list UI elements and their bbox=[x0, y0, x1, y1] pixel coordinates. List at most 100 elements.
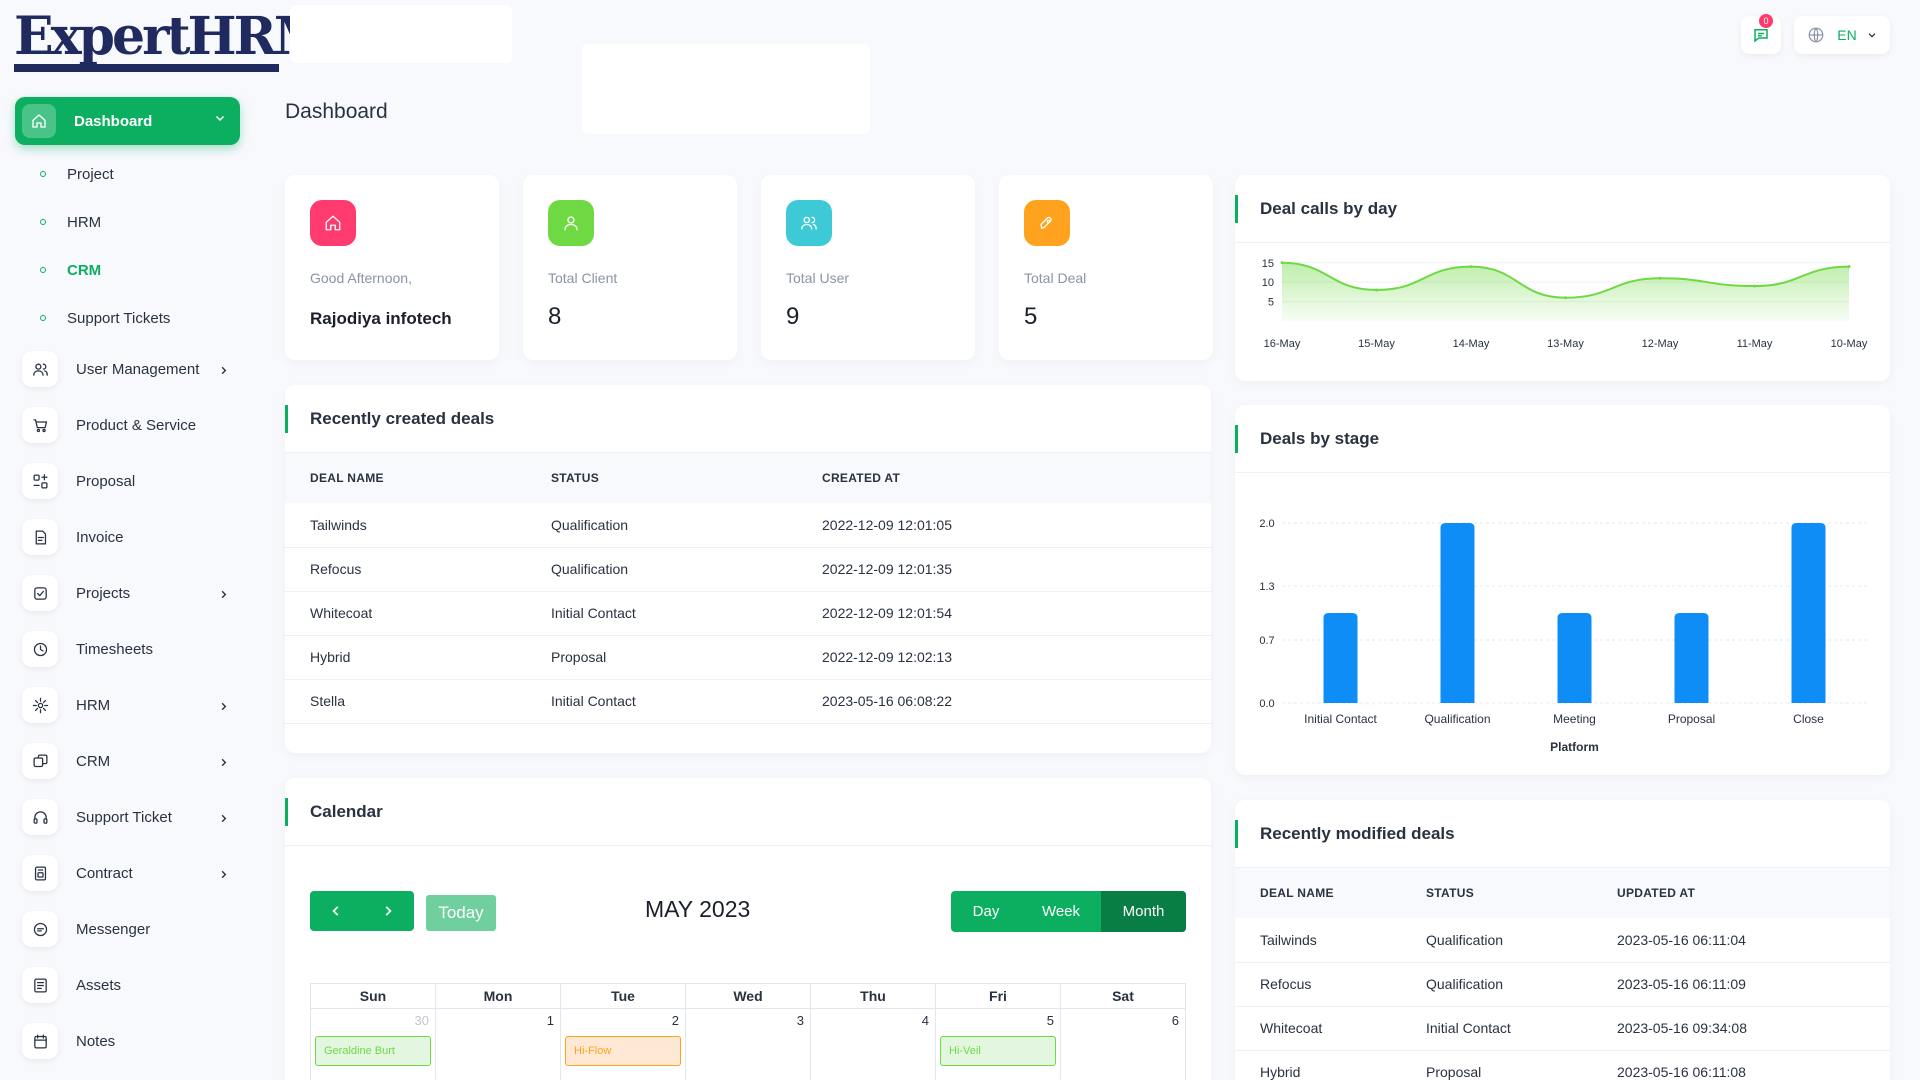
sidebar-subitem-label: CRM bbox=[67, 261, 102, 279]
next-month-button[interactable] bbox=[362, 891, 414, 931]
calendar-event[interactable]: Hi-Flow bbox=[565, 1036, 681, 1066]
data-point[interactable] bbox=[1753, 284, 1756, 288]
notification-badge: 0 bbox=[1759, 14, 1773, 28]
y-tick-label: 15 bbox=[1262, 258, 1274, 270]
bar[interactable] bbox=[1440, 523, 1475, 703]
table-row[interactable]: Refocus Qualification 2023-05-16 06:11:09 bbox=[1235, 962, 1890, 1007]
calendar-event[interactable]: Hi-Veil bbox=[940, 1036, 1056, 1066]
chat-icon bbox=[22, 911, 58, 947]
data-point[interactable] bbox=[1280, 261, 1284, 265]
day-number: 1 bbox=[546, 1013, 554, 1028]
stat-card: Good Afternoon, Rajodiya infotech bbox=[285, 175, 499, 360]
sidebar-subitem-support-tickets[interactable]: Support Tickets bbox=[40, 307, 170, 329]
data-point[interactable] bbox=[1469, 265, 1473, 269]
sidebar-item-projects[interactable]: Projects bbox=[22, 573, 237, 613]
language-selector[interactable]: EN bbox=[1794, 16, 1890, 54]
data-point[interactable] bbox=[1658, 276, 1662, 280]
weekday-header: Tue bbox=[560, 983, 686, 1009]
users-icon bbox=[786, 200, 832, 246]
hrm-icon bbox=[22, 687, 58, 723]
sidebar-item-support-ticket[interactable]: Support Ticket bbox=[22, 797, 237, 837]
bar[interactable] bbox=[1674, 613, 1709, 703]
sidebar-item-assets[interactable]: Assets bbox=[22, 965, 237, 1005]
data-point[interactable] bbox=[1847, 265, 1851, 269]
calendar-day[interactable]: 1 bbox=[435, 1008, 561, 1080]
sidebar-item-label: Projects bbox=[76, 584, 131, 602]
stat-card: Total Deal 5 bbox=[999, 175, 1213, 360]
today-button[interactable]: Today bbox=[426, 895, 496, 931]
calendar-day[interactable]: 6 bbox=[1060, 1008, 1186, 1080]
sidebar-item-messenger[interactable]: Messenger bbox=[22, 909, 237, 949]
sidebar-item-user-management[interactable]: User Management bbox=[22, 349, 237, 389]
sidebar-item-label: CRM bbox=[76, 752, 111, 770]
table-row[interactable]: Hybrid Proposal 2022-12-09 12:02:13 bbox=[285, 635, 1211, 680]
x-tick-label: 13-May bbox=[1547, 338, 1584, 350]
table-row[interactable]: Whitecoat Initial Contact 2022-12-09 12:01… bbox=[285, 591, 1211, 636]
sidebar-subitem-label: Support Tickets bbox=[67, 309, 171, 327]
table-row[interactable]: Stella Initial Contact 2023-05-16 06:08:22 bbox=[285, 679, 1211, 724]
view-day-button[interactable]: Day bbox=[972, 903, 1000, 920]
day-number: 4 bbox=[921, 1013, 929, 1028]
sidebar-subitem-crm[interactable]: CRM bbox=[40, 259, 101, 281]
day-number: 3 bbox=[796, 1013, 804, 1028]
sidebar-item-timesheets[interactable]: Timesheets bbox=[22, 629, 237, 669]
bar[interactable] bbox=[1557, 613, 1592, 703]
invoice-icon bbox=[22, 519, 58, 555]
calendar-view-switch: Day Week Month bbox=[951, 891, 1186, 932]
table-cell: 2022-12-09 12:01:54 bbox=[797, 591, 1211, 636]
sidebar-subitem-project[interactable]: Project bbox=[40, 163, 114, 185]
stat-label: Total Deal bbox=[1024, 270, 1087, 286]
table-cell: Qualification bbox=[526, 547, 797, 592]
stat-label: Good Afternoon, bbox=[310, 270, 412, 286]
sidebar-item-dashboard[interactable]: Dashboard bbox=[15, 97, 240, 145]
bar[interactable] bbox=[1791, 523, 1826, 703]
weekday-header: Fri bbox=[935, 983, 1061, 1009]
sidebar-item-label: Assets bbox=[76, 976, 122, 994]
sidebar-item-label: HRM bbox=[76, 696, 111, 714]
data-point[interactable] bbox=[1564, 296, 1567, 300]
sidebar-item-hrm[interactable]: HRM bbox=[22, 685, 237, 725]
table-cell: Qualification bbox=[526, 503, 797, 548]
table-cell: Hybrid bbox=[1235, 1050, 1401, 1080]
sidebar-item-invoice[interactable]: Invoice bbox=[22, 517, 237, 557]
table-cell: Qualification bbox=[1401, 962, 1592, 1007]
sidebar-item-product-service[interactable]: Product & Service bbox=[22, 405, 237, 445]
brand-logo[interactable]: ExpertHRM bbox=[14, 6, 331, 72]
table-cell: Initial Contact bbox=[526, 591, 797, 636]
calendar-day[interactable]: 3 bbox=[685, 1008, 811, 1080]
calendar-day[interactable]: 30 Geraldine Burt bbox=[310, 1008, 436, 1080]
sidebar-item-notes[interactable]: Notes bbox=[22, 1021, 237, 1061]
data-point[interactable] bbox=[1375, 288, 1378, 292]
table-cell: Whitecoat bbox=[1235, 1006, 1401, 1051]
bullet-icon bbox=[40, 315, 46, 321]
x-tick-label: Initial Contact bbox=[1304, 712, 1377, 726]
sidebar-item-crm[interactable]: CRM bbox=[22, 741, 237, 781]
weekday-header: Thu bbox=[810, 983, 936, 1009]
calendar-day[interactable]: 5 Hi-Veil bbox=[935, 1008, 1061, 1080]
day-number: 2 bbox=[671, 1013, 679, 1028]
table-row[interactable]: Tailwinds Qualification 2022-12-09 12:01:0… bbox=[285, 503, 1211, 548]
sidebar-subitem-hrm[interactable]: HRM bbox=[40, 211, 101, 233]
table-row[interactable]: Hybrid Proposal 2023-05-16 06:11:08 bbox=[1235, 1050, 1890, 1080]
y-tick-label: 5 bbox=[1268, 297, 1274, 309]
calendar-event[interactable]: Geraldine Burt bbox=[315, 1036, 431, 1066]
table-cell: Tailwinds bbox=[1235, 918, 1401, 963]
view-week-button[interactable]: Week bbox=[1041, 903, 1081, 920]
table-row[interactable]: Refocus Qualification 2022-12-09 12:01:35 bbox=[285, 547, 1211, 592]
table-row[interactable]: Whitecoat Initial Contact 2023-05-16 09:34… bbox=[1235, 1006, 1890, 1051]
weekday-header: Sun bbox=[310, 983, 436, 1009]
sidebar-item-contract[interactable]: Contract bbox=[22, 853, 237, 893]
calendar-day[interactable]: 4 bbox=[810, 1008, 936, 1080]
messages-button[interactable]: 0 bbox=[1741, 14, 1781, 54]
calendar-day[interactable]: 2 Hi-Flow bbox=[560, 1008, 686, 1080]
calendar-card: Calendar Today MAY 2023 Day Week Month Sun… bbox=[285, 778, 1211, 1080]
table-row[interactable]: Tailwinds Qualification 2023-05-16 06:11:0… bbox=[1235, 918, 1890, 963]
column-header: CREATED AT bbox=[797, 453, 1211, 503]
sidebar-item-proposal[interactable]: Proposal bbox=[22, 461, 237, 501]
x-tick-label: 12-May bbox=[1642, 338, 1679, 350]
day-number: 6 bbox=[1171, 1013, 1179, 1028]
prev-month-button[interactable] bbox=[310, 891, 362, 931]
bar[interactable] bbox=[1323, 613, 1358, 703]
page-title: Dashboard bbox=[285, 100, 388, 123]
view-month-button[interactable]: Month bbox=[1101, 891, 1186, 932]
